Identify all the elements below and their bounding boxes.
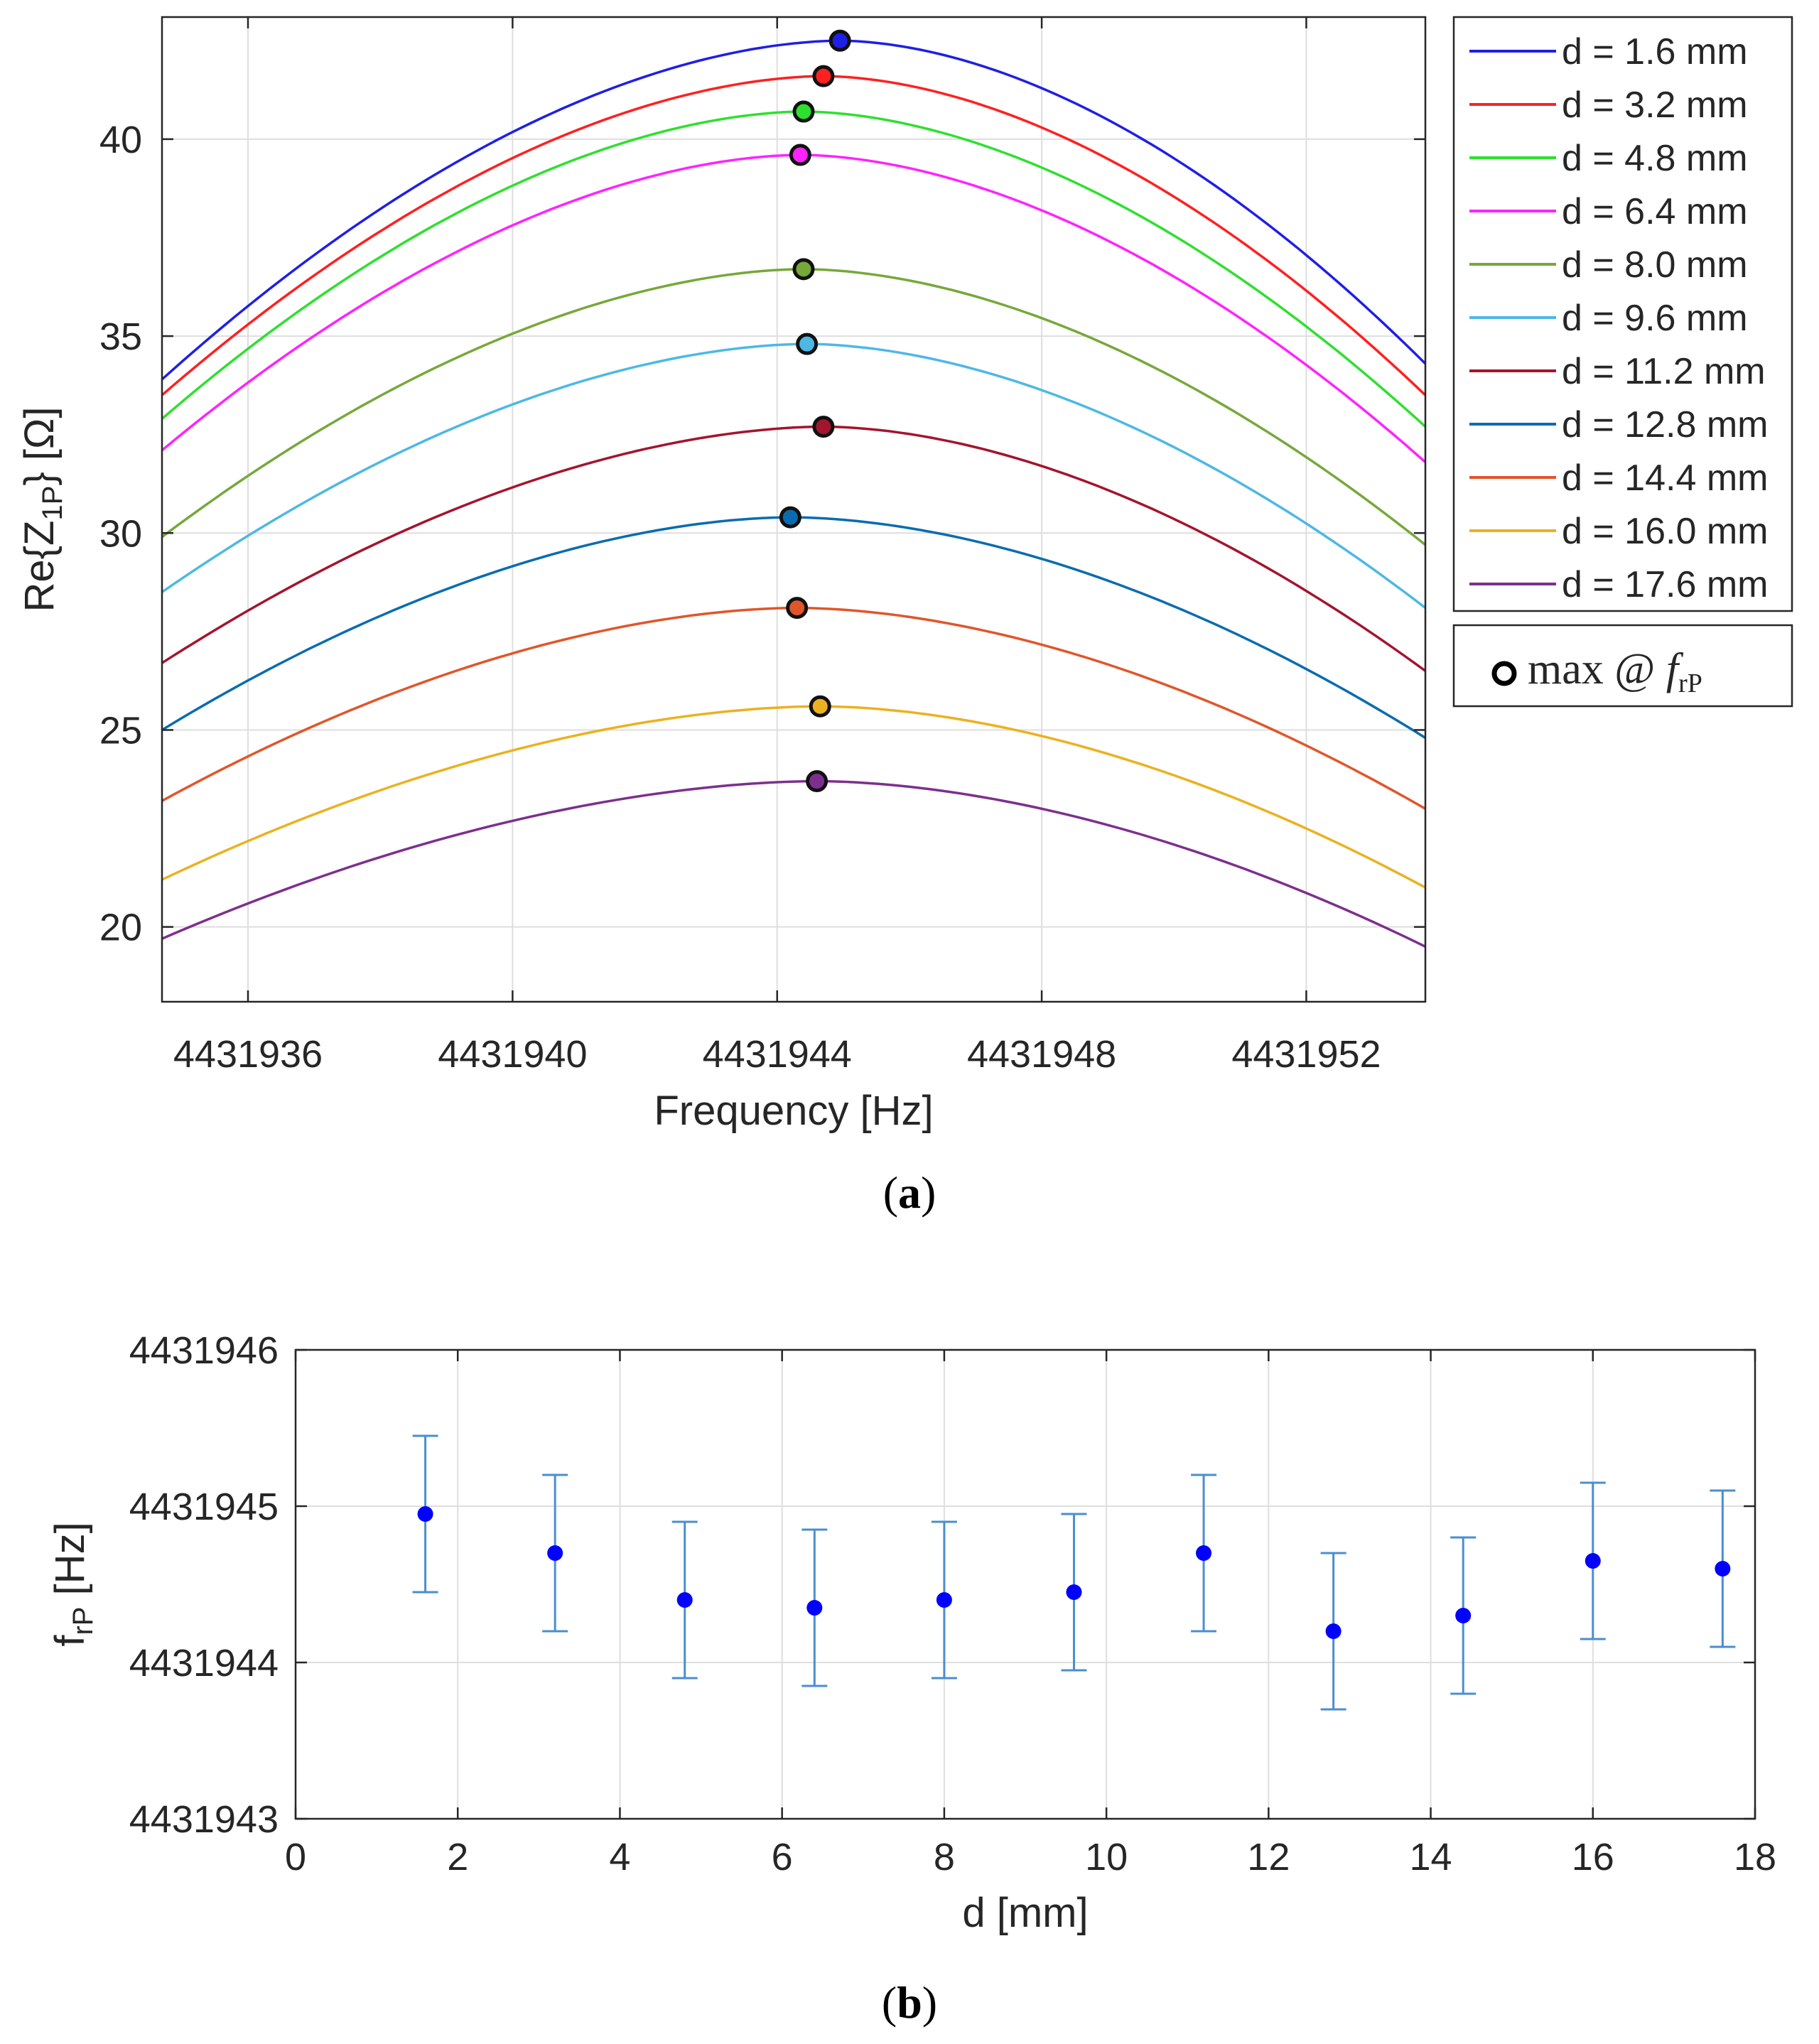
x-tick-label: 4431944: [703, 1033, 852, 1076]
marker-legend-label: max @ frP: [1528, 645, 1702, 698]
data-point: [417, 1506, 433, 1522]
panel-b-caption: (b): [882, 1977, 937, 2028]
plot-b-x-ticks: 0 2 4 6 8 10 12 14 16 18: [285, 1350, 1776, 1878]
peak-marker: [809, 695, 831, 718]
y-tick-label: 35: [99, 315, 142, 358]
peak-marker: [806, 770, 828, 793]
legend-label: d = 12.8 mm: [1562, 404, 1768, 445]
x-tick-label: 8: [934, 1836, 955, 1878]
series-line: [161, 75, 1427, 396]
x-tick-label: 4431940: [438, 1033, 587, 1076]
series-line: [161, 342, 1427, 609]
series-line: [161, 425, 1427, 672]
x-tick-label: 4431936: [173, 1033, 323, 1076]
peak-marker: [812, 65, 835, 87]
legend-label: d = 4.8 mm: [1562, 138, 1748, 179]
y-tick-label: 25: [99, 709, 142, 752]
y-tick-label: 4431943: [129, 1798, 279, 1841]
legend-label: d = 11.2 mm: [1562, 351, 1766, 392]
data-point: [936, 1592, 952, 1608]
peak-marker: [792, 100, 815, 123]
data-point: [547, 1545, 563, 1561]
legend-label: d = 6.4 mm: [1562, 191, 1748, 232]
legend-label: d = 8.0 mm: [1562, 244, 1748, 286]
legend-label: d = 16.0 mm: [1562, 511, 1768, 552]
plot-b-y-ticks: 4431943 4431944 4431945 4431946: [129, 1329, 1755, 1841]
plot-b-y-axis-label: frP [Hz]: [47, 1522, 99, 1646]
y-tick-label: 30: [99, 512, 142, 555]
marker-legend-symbol: [1491, 661, 1517, 686]
x-tick-label: 12: [1247, 1836, 1290, 1878]
x-tick-label: 10: [1085, 1836, 1128, 1878]
data-point: [1196, 1545, 1212, 1561]
x-tick-label: 16: [1572, 1836, 1614, 1878]
y-tick-label: 40: [99, 119, 142, 161]
plot-a-y-ticks: 20 25 30 35 40: [99, 119, 1425, 949]
series-line: [161, 705, 1426, 889]
series-line: [161, 779, 1426, 948]
peak-marker: [792, 258, 815, 281]
peak-marker: [789, 144, 811, 166]
panel-a: 4431936 4431940 4431944 4431948 4431952 20 25…: [16, 16, 1793, 1218]
legend-items: d = 1.6 mm d = 3.2 mm d = 4.8 mm d = 6.4 mm…: [1469, 31, 1768, 605]
data-point: [806, 1600, 823, 1616]
legend-label: d = 3.2 mm: [1562, 85, 1748, 126]
data-point: [1066, 1584, 1082, 1600]
data-point: [1455, 1608, 1472, 1623]
plot-a-grid: [162, 17, 1425, 1002]
x-tick-label: 6: [772, 1836, 793, 1878]
plot-b-background: [296, 1350, 1755, 1819]
y-tick-label: 4431945: [129, 1486, 279, 1528]
panel-a-caption: (a): [883, 1167, 937, 1218]
x-tick-label: 0: [285, 1836, 306, 1878]
plot-b-frame: [294, 1348, 1756, 1820]
plot-a-x-axis-label: Frequency [Hz]: [654, 1088, 933, 1134]
plot-b-x-axis-label: d [mm]: [962, 1890, 1088, 1936]
x-tick-label: 4431948: [967, 1033, 1116, 1076]
peak-marker: [812, 416, 835, 438]
plot-a-y-axis-label: Re{Z1P} [Ω]: [16, 407, 68, 612]
x-tick-label: 2: [447, 1836, 468, 1878]
peak-marker: [828, 29, 851, 52]
x-tick-label: 14: [1410, 1836, 1452, 1878]
data-point: [676, 1592, 693, 1608]
peak-marker: [786, 597, 809, 620]
plot-a-frame: [161, 16, 1427, 1003]
legend-label: d = 9.6 mm: [1562, 298, 1748, 339]
series-line: [161, 39, 1427, 381]
y-tick-label: 20: [99, 907, 142, 949]
y-tick-label: 4431944: [129, 1642, 279, 1685]
data-point: [1715, 1561, 1731, 1577]
x-tick-label: 18: [1734, 1836, 1776, 1878]
x-tick-label: 4: [609, 1836, 630, 1878]
peak-marker: [779, 506, 801, 529]
legend-label: d = 17.6 mm: [1562, 564, 1768, 605]
plot-b-points: [412, 1434, 1736, 1711]
marker-legend-box: [1452, 624, 1793, 708]
plot-a-x-ticks: 4431936 4431940 4431944 4431948 4431952: [173, 17, 1381, 1076]
legend-label: d = 1.6 mm: [1562, 31, 1748, 72]
plot-a-peak-markers: [779, 29, 851, 793]
peak-marker: [796, 332, 819, 355]
legend-label: d = 14.4 mm: [1562, 458, 1768, 499]
panel-b: 0 2 4 6 8 10 12 14 16 18 443194344319444431945443…: [47, 1329, 1776, 2028]
y-tick-label: 4431946: [129, 1329, 279, 1372]
legend-box: [1452, 16, 1793, 612]
x-tick-label: 4431952: [1231, 1033, 1381, 1076]
data-point: [1585, 1553, 1601, 1569]
plot-a-legend: d = 1.6 mm d = 3.2 mm d = 4.8 mm d = 6.4 mm…: [1452, 16, 1793, 708]
data-point: [1325, 1623, 1342, 1639]
